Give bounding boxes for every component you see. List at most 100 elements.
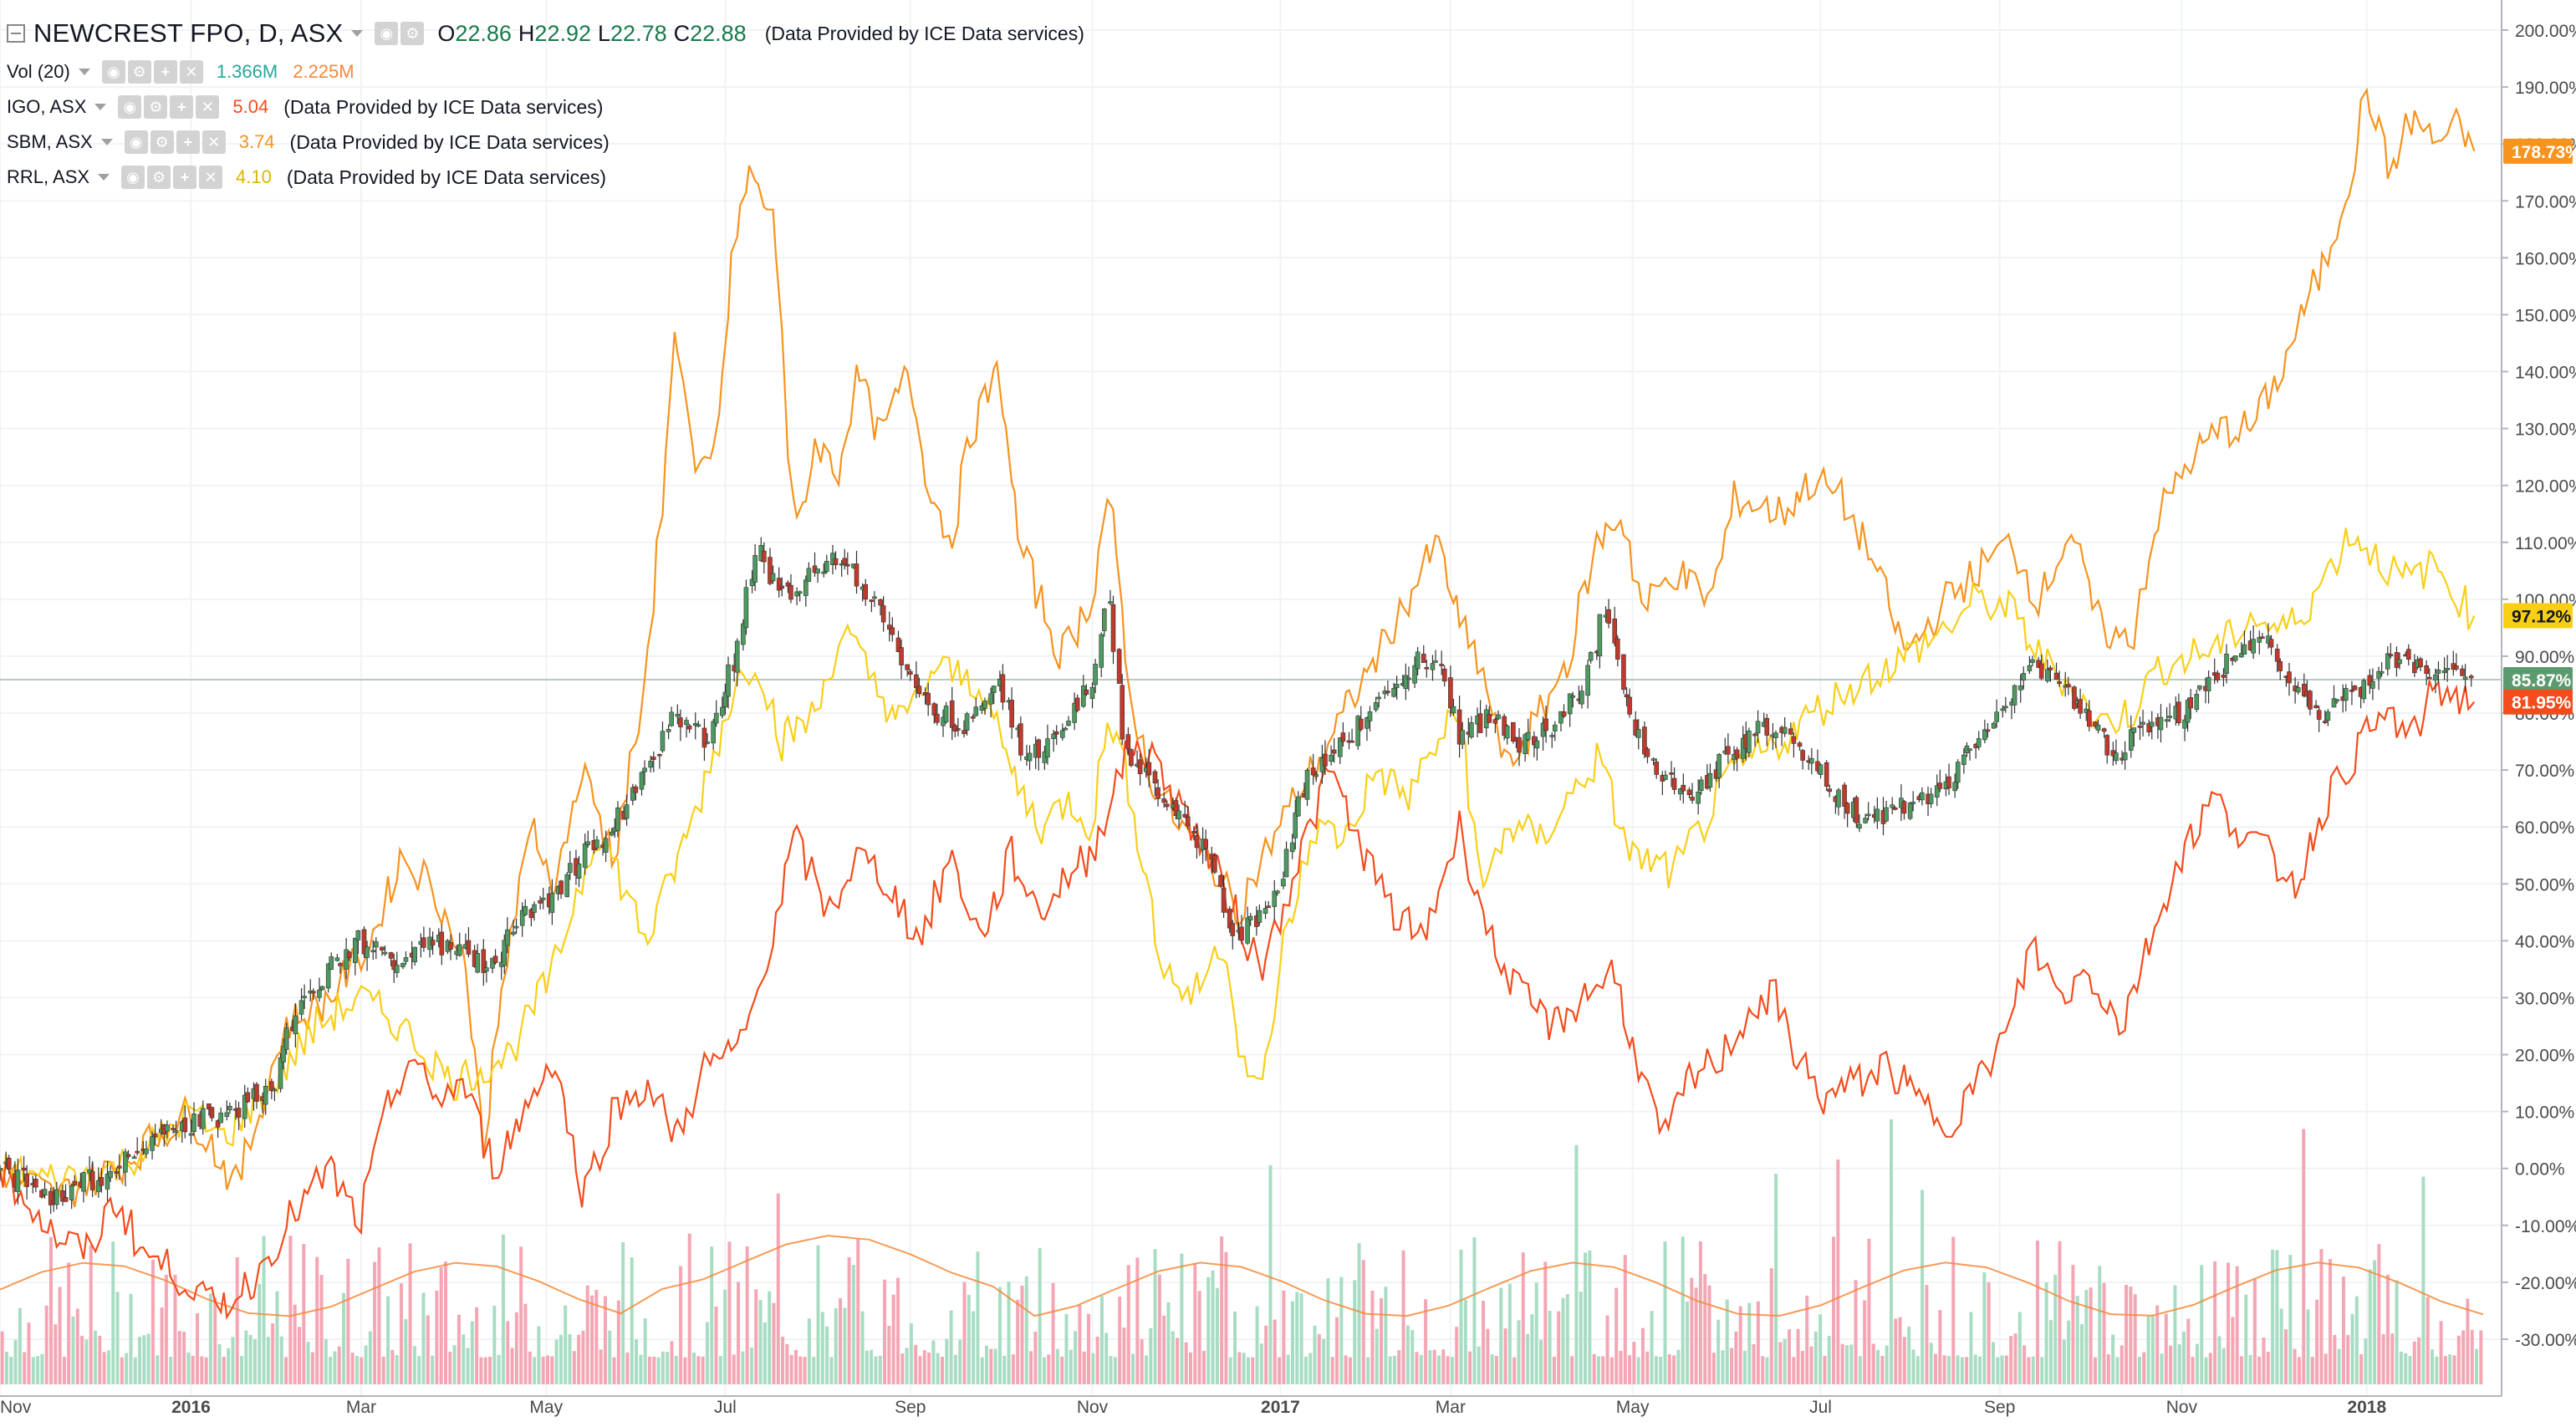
candle-body bbox=[2095, 724, 2101, 731]
candle-body bbox=[1707, 772, 1713, 787]
volume-bar bbox=[222, 1356, 226, 1384]
volume-bar bbox=[953, 1354, 957, 1384]
close-icon[interactable]: ✕ bbox=[201, 130, 226, 154]
close-icon[interactable]: ✕ bbox=[179, 60, 203, 84]
plus-icon[interactable]: + bbox=[170, 95, 194, 119]
volume-bar bbox=[1911, 1349, 1915, 1384]
candle-body bbox=[2367, 675, 2373, 686]
symbol-title[interactable]: NEWCREST FPO, D, ASX bbox=[33, 18, 344, 48]
candle-body bbox=[380, 946, 385, 950]
candle-body bbox=[1614, 638, 1620, 660]
compare-symbol[interactable]: IGO, ASX bbox=[7, 96, 87, 117]
gear-icon[interactable]: ⚙ bbox=[150, 130, 174, 154]
volume-bar bbox=[1162, 1315, 1166, 1384]
volume-bar bbox=[412, 1346, 416, 1384]
volume-bar bbox=[1357, 1243, 1361, 1384]
gear-icon[interactable]: ⚙ bbox=[400, 22, 425, 45]
volume-bar bbox=[1405, 1325, 1410, 1384]
eye-icon[interactable]: ◉ bbox=[101, 60, 125, 84]
volume-bar bbox=[1220, 1236, 1224, 1384]
volume-bar bbox=[1140, 1338, 1144, 1384]
candle-body bbox=[905, 664, 910, 670]
volume-bar bbox=[1051, 1282, 1055, 1384]
volume-bar bbox=[1499, 1287, 1503, 1384]
candle-body bbox=[1669, 772, 1674, 775]
candle-body bbox=[1009, 700, 1014, 728]
dropdown-caret-icon[interactable] bbox=[78, 69, 90, 75]
candle-body bbox=[914, 674, 919, 689]
volume-bar bbox=[1565, 1294, 1569, 1384]
volume-bar bbox=[2182, 1331, 2186, 1384]
volume-bar bbox=[350, 1353, 355, 1384]
volume-bar bbox=[705, 1322, 709, 1384]
volume-bar bbox=[58, 1287, 62, 1384]
gear-icon[interactable]: ⚙ bbox=[127, 60, 151, 84]
plus-icon[interactable]: + bbox=[153, 60, 177, 84]
collapse-icon[interactable] bbox=[7, 24, 25, 43]
eye-icon[interactable]: ◉ bbox=[118, 95, 142, 119]
volume-label[interactable]: Vol (20) bbox=[7, 61, 70, 82]
volume-bar bbox=[177, 1331, 181, 1384]
volume-legend[interactable]: Vol (20) ◉ ⚙ + ✕ 1.366M 2.225M bbox=[7, 60, 370, 84]
volume-bar bbox=[426, 1315, 430, 1384]
volume-bar bbox=[860, 1311, 865, 1384]
plus-icon[interactable]: + bbox=[176, 130, 200, 154]
candle-body bbox=[269, 1081, 274, 1092]
compare-symbol[interactable]: SBM, ASX bbox=[7, 131, 93, 152]
gear-icon[interactable]: ⚙ bbox=[144, 95, 168, 119]
candle-body bbox=[770, 573, 776, 582]
candle-body bbox=[1421, 654, 1426, 663]
volume-bar bbox=[1233, 1311, 1237, 1384]
dropdown-caret-icon[interactable] bbox=[94, 104, 107, 110]
candle-body bbox=[152, 1133, 158, 1138]
volume-bar bbox=[781, 1337, 785, 1384]
candle-body bbox=[2185, 700, 2191, 723]
plus-icon[interactable]: + bbox=[173, 166, 197, 189]
dropdown-caret-icon[interactable] bbox=[100, 139, 113, 145]
compare-legend-sbm[interactable]: SBM, ASX ◉ ⚙ + ✕ 3.74 (Data Provided by … bbox=[7, 130, 610, 154]
volume-bar bbox=[1122, 1328, 1126, 1384]
candle-body bbox=[2030, 659, 2035, 663]
candle-body bbox=[1275, 890, 1280, 894]
candle-body bbox=[1430, 663, 1436, 670]
candle-body bbox=[150, 1136, 155, 1151]
main-series-legend[interactable]: NEWCREST FPO, D, ASX ◉ ⚙ O22.86 H22.92 L… bbox=[7, 18, 1084, 48]
volume-bar bbox=[346, 1258, 350, 1384]
candle-body bbox=[2086, 710, 2092, 727]
close-icon[interactable]: ✕ bbox=[196, 95, 220, 119]
volume-bar bbox=[2404, 1353, 2408, 1384]
y-tick-label: 140.00% bbox=[2515, 364, 2576, 383]
eye-icon[interactable]: ◉ bbox=[121, 166, 145, 189]
candle-body bbox=[1296, 796, 1301, 817]
compare-legend-rrl[interactable]: RRL, ASX ◉ ⚙ + ✕ 4.10 (Data Provided by … bbox=[7, 166, 606, 189]
volume-bar bbox=[577, 1334, 581, 1384]
candle-body bbox=[988, 693, 993, 705]
candle-body bbox=[519, 910, 525, 926]
dropdown-caret-icon[interactable] bbox=[98, 174, 110, 181]
volume-bar bbox=[2111, 1334, 2115, 1384]
volume-bar bbox=[1047, 1354, 1051, 1384]
candle-body bbox=[475, 953, 480, 973]
candle-body bbox=[400, 963, 406, 967]
candle-body bbox=[1051, 733, 1056, 739]
candle-body bbox=[528, 909, 534, 919]
candle-body bbox=[1283, 849, 1289, 878]
close-icon[interactable]: ✕ bbox=[199, 166, 223, 189]
volume-bar bbox=[1885, 1345, 1889, 1384]
compare-legend-igo[interactable]: IGO, ASX ◉ ⚙ + ✕ 5.04 (Data Provided by … bbox=[7, 95, 603, 119]
volume-bar bbox=[2160, 1353, 2164, 1384]
volume-bar bbox=[2217, 1336, 2221, 1384]
gear-icon[interactable]: ⚙ bbox=[147, 166, 171, 189]
compare-symbol[interactable]: RRL, ASX bbox=[7, 166, 90, 187]
dropdown-caret-icon[interactable] bbox=[351, 30, 364, 37]
candle-body bbox=[1304, 769, 1310, 800]
volume-bar bbox=[1322, 1338, 1326, 1384]
eye-icon[interactable]: ◉ bbox=[124, 130, 148, 154]
volume-bar bbox=[1921, 1190, 1925, 1384]
volume-bar bbox=[1538, 1339, 1543, 1384]
price-badge-label: 97.12% bbox=[2512, 607, 2572, 626]
candle-body bbox=[538, 900, 543, 904]
eye-icon[interactable]: ◉ bbox=[375, 22, 399, 45]
